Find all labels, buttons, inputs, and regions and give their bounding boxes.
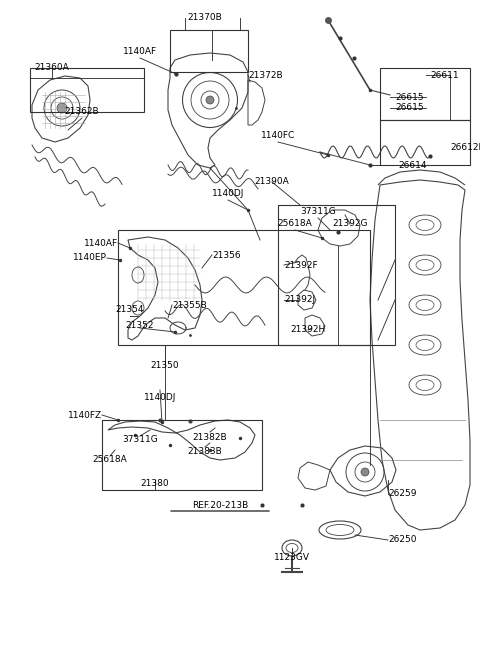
Ellipse shape: [206, 96, 214, 104]
Bar: [380, 68, 470, 120]
Bar: [170, 30, 248, 72]
Text: 26250: 26250: [388, 535, 417, 544]
Text: 21392F: 21392F: [284, 260, 318, 270]
Text: 21362B: 21362B: [65, 108, 99, 117]
Text: 1140DJ: 1140DJ: [212, 190, 244, 199]
Text: 26611: 26611: [430, 70, 458, 79]
Text: 25618A: 25618A: [93, 455, 127, 464]
Text: 21372B: 21372B: [248, 70, 283, 79]
Text: 26615: 26615: [395, 104, 424, 112]
Text: 21380: 21380: [141, 480, 169, 489]
Text: 1140FZ: 1140FZ: [68, 411, 102, 419]
Text: 21383B: 21383B: [188, 447, 222, 455]
Text: 21360A: 21360A: [35, 64, 70, 73]
Text: 1140EP: 1140EP: [73, 253, 107, 262]
Text: 21370B: 21370B: [188, 14, 222, 22]
Ellipse shape: [57, 103, 67, 113]
Text: 25618A: 25618A: [277, 220, 312, 228]
Bar: [102, 420, 262, 490]
Text: 21382B: 21382B: [192, 432, 228, 441]
Text: 1140DJ: 1140DJ: [144, 392, 176, 401]
Text: 1140FC: 1140FC: [261, 131, 295, 140]
Text: 1140AF: 1140AF: [123, 47, 157, 56]
Text: 1123GV: 1123GV: [274, 554, 310, 562]
Ellipse shape: [361, 468, 369, 476]
Text: 21390A: 21390A: [254, 178, 289, 186]
Text: 37311G: 37311G: [300, 207, 336, 216]
Bar: [30, 68, 144, 112]
Text: 21392J: 21392J: [284, 295, 315, 304]
Bar: [278, 205, 395, 345]
Text: REF.20-213B: REF.20-213B: [192, 501, 248, 510]
Text: 26612B: 26612B: [450, 144, 480, 152]
Text: 26615: 26615: [395, 92, 424, 102]
Bar: [380, 120, 470, 165]
Text: 21355B: 21355B: [172, 300, 207, 310]
Text: 21392G: 21392G: [332, 220, 368, 228]
Text: 21352: 21352: [126, 321, 154, 329]
Text: 26259: 26259: [388, 489, 417, 499]
Text: 21356: 21356: [212, 251, 240, 260]
Bar: [118, 230, 370, 345]
Text: 21392H: 21392H: [290, 325, 325, 335]
Text: 37311G: 37311G: [122, 436, 158, 445]
Text: 21350: 21350: [151, 361, 180, 369]
Text: 26614: 26614: [398, 161, 427, 169]
Text: 21354: 21354: [116, 306, 144, 314]
Text: 1140AF: 1140AF: [84, 239, 118, 247]
